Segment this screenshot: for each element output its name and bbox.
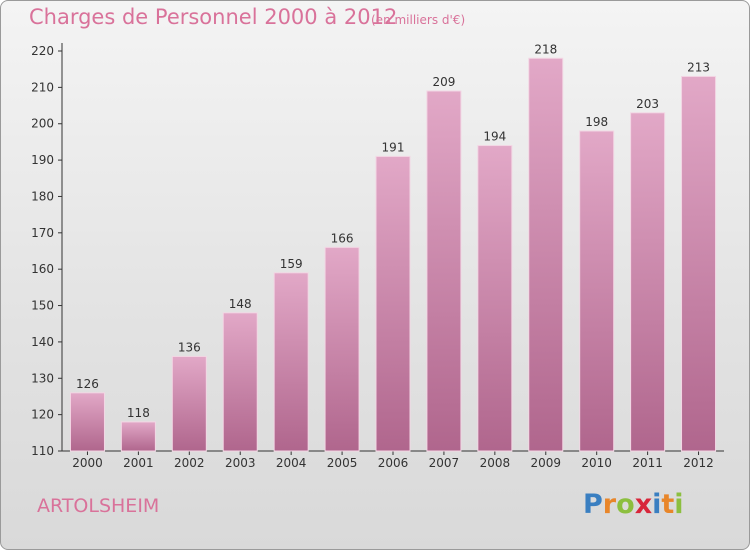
data-label: 126 <box>76 377 99 391</box>
x-tick-label: 2003 <box>225 456 256 470</box>
data-label: 203 <box>636 97 659 111</box>
data-label: 198 <box>585 115 608 129</box>
data-label: 194 <box>483 130 506 144</box>
bar-2010 <box>579 130 615 452</box>
logo-letter: o <box>616 489 635 520</box>
data-label: 191 <box>382 140 405 154</box>
y-tick-label: 150 <box>31 299 54 313</box>
bar-2011 <box>630 112 666 452</box>
y-tick-label: 130 <box>31 371 54 385</box>
x-tick-label: 2006 <box>378 456 409 470</box>
data-label: 166 <box>331 231 354 245</box>
y-tick-label: 110 <box>31 444 54 458</box>
data-label: 209 <box>432 75 455 89</box>
y-tick-label: 210 <box>31 80 54 94</box>
logo-letter: t <box>661 489 675 520</box>
logo-letter: r <box>602 489 617 520</box>
bar-2007 <box>426 90 462 452</box>
x-tick-label: 2001 <box>123 456 154 470</box>
x-tick-label: 2011 <box>632 456 663 470</box>
bar-2006 <box>375 155 411 452</box>
data-label: 159 <box>280 257 303 271</box>
data-label: 136 <box>178 340 201 354</box>
y-tick-label: 180 <box>31 189 54 203</box>
x-tick-label: 2012 <box>683 456 714 470</box>
y-tick-label: 190 <box>31 153 54 167</box>
y-tick-label: 160 <box>31 262 54 276</box>
x-tick-label: 2000 <box>72 456 103 470</box>
location-name: ARTOLSHEIM <box>37 495 160 517</box>
y-tick-label: 170 <box>31 226 54 240</box>
y-tick-label: 120 <box>31 408 54 422</box>
logo-letter: x <box>634 489 653 520</box>
x-tick-label: 2007 <box>429 456 460 470</box>
x-tick-label: 2002 <box>174 456 205 470</box>
chart-title: Charges de Personnel 2000 à 2012 <box>29 5 398 29</box>
y-tick-label: 140 <box>31 335 54 349</box>
logo-letter: i <box>652 489 662 520</box>
data-label: 213 <box>687 60 710 74</box>
logo-letter: i <box>674 489 684 520</box>
bar-2004 <box>273 272 309 452</box>
proxiti-logo: Proxiti <box>583 489 684 520</box>
bar-2003 <box>222 312 258 452</box>
y-tick-label: 220 <box>31 44 54 58</box>
bar-2008 <box>477 145 513 452</box>
y-tick-label: 200 <box>31 117 54 131</box>
bar-2002 <box>171 355 207 452</box>
x-tick-label: 2008 <box>480 456 511 470</box>
bar-2012 <box>681 75 717 452</box>
x-tick-label: 2004 <box>276 456 307 470</box>
data-label: 218 <box>534 42 557 56</box>
data-label: 148 <box>229 297 252 311</box>
bar-2000 <box>69 392 105 452</box>
data-label: 118 <box>127 406 150 420</box>
logo-letter: P <box>583 489 603 520</box>
bar-2005 <box>324 246 360 452</box>
chart-subtitle: (en milliers d'€) <box>371 13 466 27</box>
bar-2001 <box>120 421 156 452</box>
bar-2009 <box>528 57 564 452</box>
x-tick-label: 2010 <box>581 456 612 470</box>
x-tick-label: 2009 <box>530 456 561 470</box>
x-tick-label: 2005 <box>327 456 358 470</box>
